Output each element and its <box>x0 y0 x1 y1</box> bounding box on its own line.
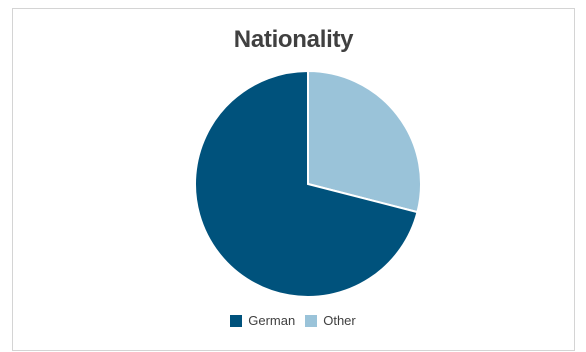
legend-item-other: Other <box>305 313 356 328</box>
legend-swatch-german <box>230 314 243 327</box>
legend-item-german: German <box>230 313 295 328</box>
legend-swatch-other <box>305 314 318 327</box>
legend-label-german: German <box>248 313 296 328</box>
chart-legend: German Other <box>0 313 586 328</box>
pie-slice-german <box>194 69 419 298</box>
legend-label-other: Other <box>323 313 356 328</box>
chart-title: Nationality <box>233 26 354 53</box>
pie-slice-other <box>307 69 422 214</box>
